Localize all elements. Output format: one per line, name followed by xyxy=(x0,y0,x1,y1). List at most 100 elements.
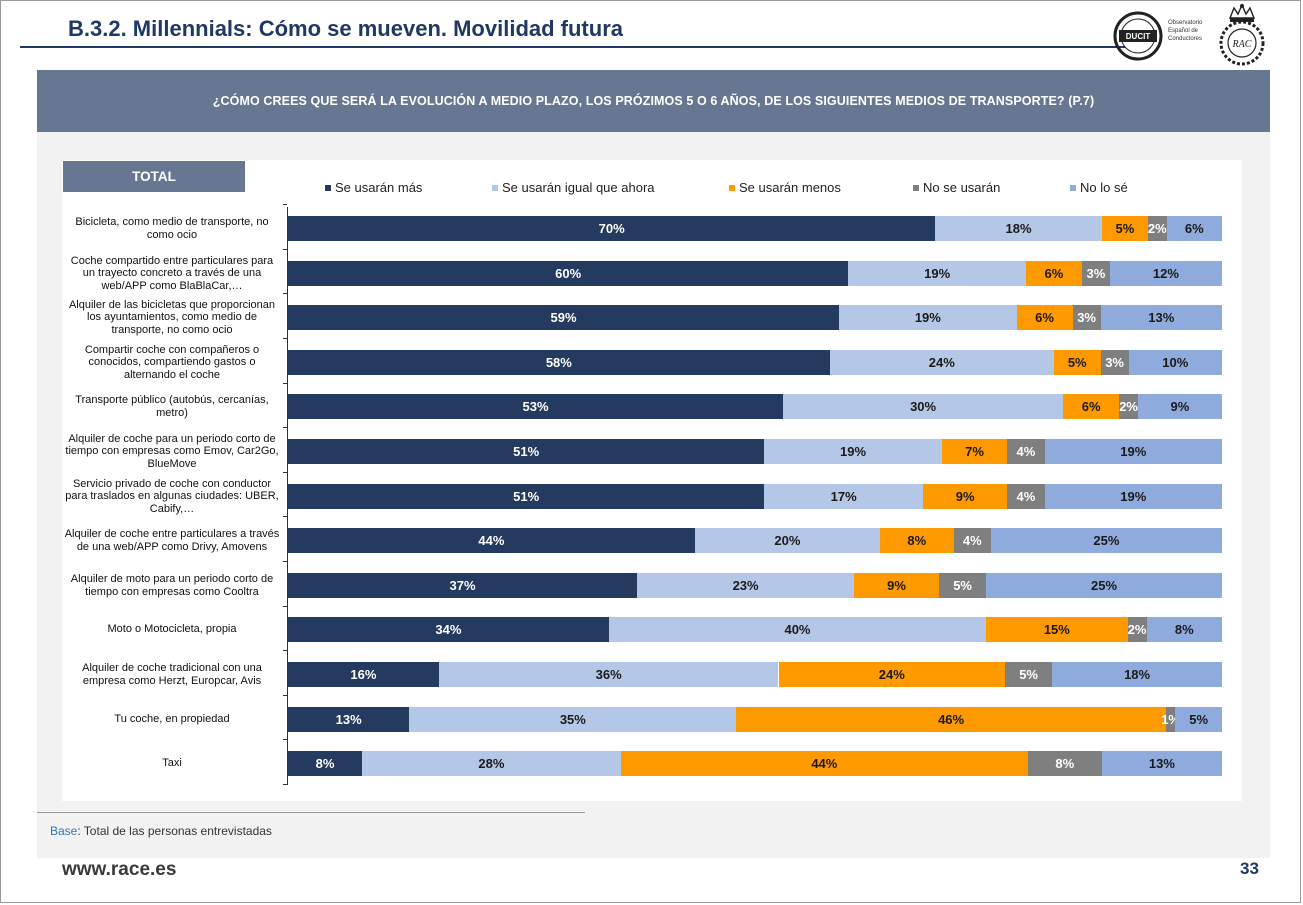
data-label: 17% xyxy=(830,489,857,504)
axis-tick xyxy=(283,695,287,696)
bar-segment xyxy=(1175,707,1222,732)
bar-segment xyxy=(1101,216,1148,241)
bar-segment xyxy=(941,439,1008,464)
base-text: : Total de las personas entrevistadas xyxy=(77,824,272,838)
observatorio-line-2: Español de xyxy=(1168,28,1199,34)
data-label: 51% xyxy=(513,489,540,504)
bar-segment xyxy=(288,261,849,286)
data-label: 13% xyxy=(335,712,362,727)
bar-segment xyxy=(939,573,987,598)
bar-segment xyxy=(694,528,880,553)
legend-swatch xyxy=(729,184,735,191)
legend-item: Se usarán más xyxy=(325,180,422,195)
category-label: Alquiler de coche para un periodo corto … xyxy=(65,432,279,470)
base-note: Base: Total de las personas entrevistada… xyxy=(50,824,272,838)
bar-segment xyxy=(1053,350,1101,375)
bar-segment xyxy=(1166,707,1176,732)
bar-segment xyxy=(288,394,783,419)
bar-segment xyxy=(1119,394,1138,419)
data-label: 19% xyxy=(924,266,951,281)
legend-item: Se usarán menos xyxy=(729,180,841,195)
data-label: 8% xyxy=(1055,756,1075,771)
bar-segment xyxy=(879,528,954,553)
data-label: 70% xyxy=(598,221,625,236)
bar-segment xyxy=(1027,751,1102,776)
legend-label: No se usarán xyxy=(923,180,1001,195)
axis-tick xyxy=(283,472,287,473)
bar-segment xyxy=(1044,439,1222,464)
bar-segment xyxy=(1005,662,1053,687)
bar-segment xyxy=(620,751,1028,776)
observatorio-line-3: Conductores xyxy=(1168,36,1202,42)
title-underline xyxy=(20,46,1125,48)
bar-segment xyxy=(1007,484,1045,509)
legend-label: Se usarán más xyxy=(335,180,423,195)
data-label: 5% xyxy=(1067,355,1087,370)
page-number: 33 xyxy=(1240,859,1259,878)
bar-segment xyxy=(1127,617,1147,642)
data-label: 2% xyxy=(1127,622,1147,637)
bar-segment xyxy=(1016,305,1073,330)
bar-segment xyxy=(736,707,1166,732)
data-label: 53% xyxy=(522,399,549,414)
data-label: 9% xyxy=(887,578,906,593)
legend-item: No lo sé xyxy=(1070,180,1128,195)
data-label: 5% xyxy=(1019,667,1038,682)
data-label: 58% xyxy=(545,355,572,370)
bar-segment xyxy=(764,439,942,464)
bar-segment xyxy=(1109,261,1222,286)
bar-segment xyxy=(1101,751,1222,776)
legend-item: No se usarán xyxy=(913,180,1000,195)
axis-tick xyxy=(283,383,287,384)
bar-segment xyxy=(1137,394,1222,419)
data-label: 19% xyxy=(1120,444,1147,459)
bar-segment xyxy=(1072,305,1101,330)
axis-tick xyxy=(283,739,287,740)
bar-segment xyxy=(608,617,987,642)
data-label: 13% xyxy=(1148,310,1175,325)
bar-segment xyxy=(288,528,695,553)
data-label: 4% xyxy=(1016,489,1036,504)
bar-segment xyxy=(1100,350,1129,375)
data-label: 3% xyxy=(1086,266,1106,281)
data-label: 3% xyxy=(1105,355,1124,370)
bar-segment xyxy=(848,261,1026,286)
observatorio-line-1: Observatorio xyxy=(1168,20,1203,26)
data-label: 10% xyxy=(1162,355,1189,370)
bar-segment xyxy=(923,484,1008,509)
bar-segment xyxy=(288,439,765,464)
data-label: 25% xyxy=(1091,578,1118,593)
bar-segment xyxy=(288,751,362,776)
axis-tick xyxy=(283,338,287,339)
bar-segment xyxy=(829,350,1054,375)
category-label: Coche compartido entre particulares para… xyxy=(70,254,274,292)
legend-label: Se usarán igual que ahora xyxy=(502,180,655,195)
category-label: Transporte público (autobús, cercanías, … xyxy=(75,394,269,419)
data-label: 28% xyxy=(478,756,505,771)
bar-segment xyxy=(990,528,1222,553)
bar-segment xyxy=(1146,617,1222,642)
legend-label: Se usarán menos xyxy=(739,180,841,195)
category-label: Alquiler de coche entre particulares a t… xyxy=(64,528,280,553)
data-label: 8% xyxy=(1174,622,1194,637)
bar-segment xyxy=(1052,662,1222,687)
data-label: 23% xyxy=(732,578,759,593)
axis-tick xyxy=(283,427,287,428)
data-label: 59% xyxy=(550,310,577,325)
axis-tick xyxy=(283,516,287,517)
bar-segment xyxy=(362,751,621,776)
data-label: 6% xyxy=(1081,399,1101,414)
data-label: 9% xyxy=(1170,399,1190,414)
data-label: 8% xyxy=(907,533,927,548)
bar-segment xyxy=(438,662,779,687)
question-banner: ¿CÓMO CREES QUE SERÁ LA EVOLUCIÓN A MEDI… xyxy=(37,70,1270,132)
category-label: Alquiler de las bicicletas que proporcio… xyxy=(68,298,276,336)
bar-segment xyxy=(1128,350,1222,375)
category-label: Compartir coche con compañeros o conocid… xyxy=(84,343,260,381)
data-label: 46% xyxy=(938,712,965,727)
data-label: 5% xyxy=(1189,712,1209,727)
total-tab: TOTAL xyxy=(63,161,245,192)
data-label: 2% xyxy=(1119,399,1138,414)
bar-segment xyxy=(288,573,638,598)
category-label: Taxi xyxy=(162,757,182,770)
